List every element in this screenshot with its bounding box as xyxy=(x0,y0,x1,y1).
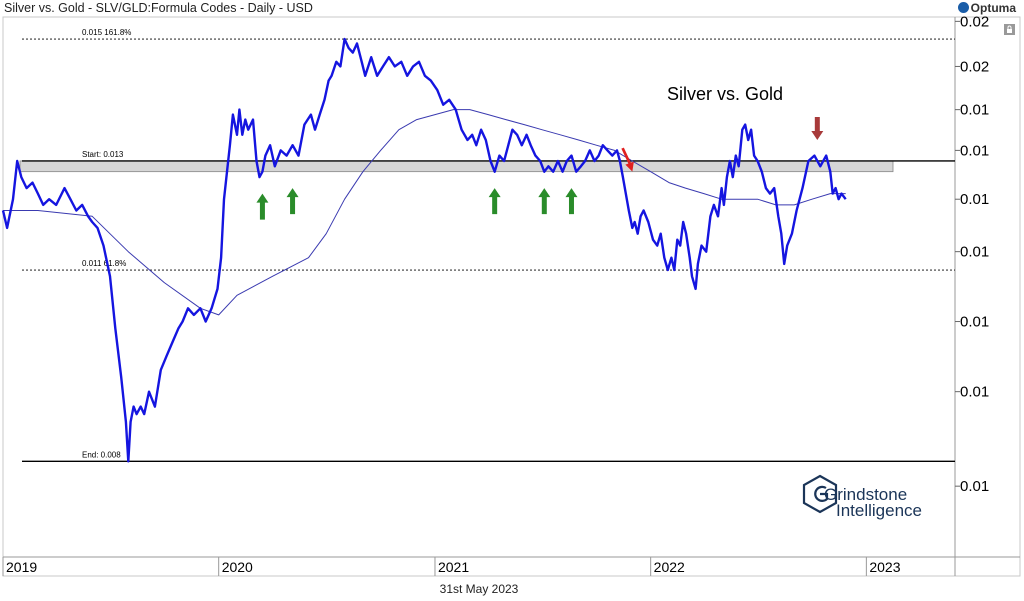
grindstone-hexagon-icon xyxy=(802,474,838,514)
x-tick-label-1: 2020 xyxy=(222,559,253,575)
grindstone-logo: Grindstone Intelligence xyxy=(802,474,922,520)
x-tick-label-4: 2023 xyxy=(869,559,900,575)
y-tick-label-8: 0.01 xyxy=(960,478,989,495)
annotation-up-arrow-3 xyxy=(538,188,551,215)
level-label-1: Start: 0.013 xyxy=(82,150,124,159)
footer-date: 31st May 2023 xyxy=(439,582,519,596)
optuma-logo-icon xyxy=(957,2,969,13)
moving-average-line xyxy=(3,109,846,316)
annotation-down-arrow-red-5 xyxy=(621,147,634,172)
y-tick-label-0: 0.02 xyxy=(960,13,989,30)
annotation-up-arrow-1 xyxy=(286,188,299,215)
y-tick-label-4: 0.01 xyxy=(960,191,989,208)
y-tick-label-1: 0.02 xyxy=(960,58,989,75)
level-label-2: 0.011 61.8% xyxy=(82,259,126,268)
optuma-brand: Optuma xyxy=(957,1,1016,15)
annotation-up-arrow-2 xyxy=(488,188,501,215)
annotation-up-arrow-4 xyxy=(565,188,578,215)
x-tick-label-2: 2021 xyxy=(438,559,469,575)
y-tick-label-7: 0.01 xyxy=(960,384,989,401)
annotation-up-arrow-0 xyxy=(256,193,269,220)
logo-line2: Intelligence xyxy=(836,501,922,520)
logo-line1: Grindstone xyxy=(824,485,907,504)
chart-frame xyxy=(2,16,1021,577)
y-tick-label-2: 0.01 xyxy=(960,102,989,119)
chart-header-title: Silver vs. Gold - SLV/GLD:Formula Codes … xyxy=(4,1,313,15)
level-label-0: 0.015 161.8% xyxy=(82,28,131,37)
optuma-brand-text: Optuma xyxy=(970,1,1016,15)
chart-title: Silver vs. Gold xyxy=(667,84,783,104)
x-tick-label-0: 2019 xyxy=(6,559,37,575)
y-tick-label-6: 0.01 xyxy=(960,314,989,331)
price-series-line xyxy=(1,37,847,463)
annotation-down-arrow-dark-6 xyxy=(811,116,824,140)
lock-icon[interactable] xyxy=(1004,24,1015,35)
x-tick-label-3: 2022 xyxy=(654,559,685,575)
y-tick-label-3: 0.01 xyxy=(960,142,989,159)
level-label-3: End: 0.008 xyxy=(82,450,121,459)
y-tick-label-5: 0.01 xyxy=(960,244,989,261)
